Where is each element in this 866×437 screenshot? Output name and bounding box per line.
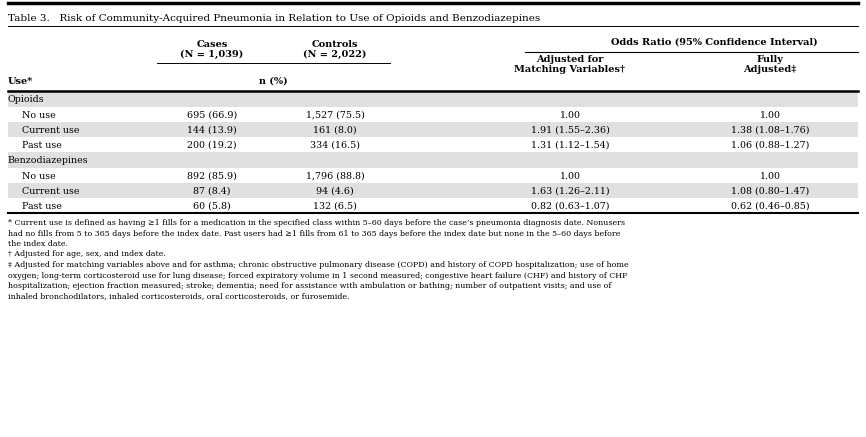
Text: Past use: Past use — [22, 141, 61, 150]
Text: inhaled bronchodilators, inhaled corticosteroids, oral corticosteroids, or furos: inhaled bronchodilators, inhaled cortico… — [8, 292, 350, 301]
Text: 695 (66.9): 695 (66.9) — [187, 111, 237, 120]
Text: hospitalization; ejection fraction measured; stroke; dementia; need for assistan: hospitalization; ejection fraction measu… — [8, 282, 611, 290]
Text: Current use: Current use — [22, 126, 80, 135]
Text: 1.63 (1.26–2.11): 1.63 (1.26–2.11) — [531, 187, 610, 196]
Text: No use: No use — [22, 172, 55, 181]
Text: 1.06 (0.88–1.27): 1.06 (0.88–1.27) — [731, 141, 809, 150]
Text: 132 (6.5): 132 (6.5) — [313, 202, 357, 211]
Text: Benzodiazepines: Benzodiazepines — [8, 156, 88, 165]
Text: 0.82 (0.63–1.07): 0.82 (0.63–1.07) — [531, 202, 610, 211]
Text: 94 (4.6): 94 (4.6) — [316, 187, 354, 196]
Text: 1.31 (1.12–1.54): 1.31 (1.12–1.54) — [531, 141, 610, 150]
Text: 1.91 (1.55–2.36): 1.91 (1.55–2.36) — [531, 126, 610, 135]
Text: 1.00: 1.00 — [759, 111, 780, 120]
Text: Odds Ratio (95% Confidence Interval): Odds Ratio (95% Confidence Interval) — [611, 38, 818, 47]
Text: Past use: Past use — [22, 202, 61, 211]
Text: Current use: Current use — [22, 187, 80, 196]
Text: 1.38 (1.08–1.76): 1.38 (1.08–1.76) — [731, 126, 809, 135]
Bar — [8, 91, 858, 107]
Text: ‡ Adjusted for matching variables above and for asthma; chronic obstructive pulm: ‡ Adjusted for matching variables above … — [8, 261, 629, 269]
Text: n (%): n (%) — [259, 77, 288, 86]
Text: 0.62 (0.46–0.85): 0.62 (0.46–0.85) — [731, 202, 810, 211]
Text: 1,796 (88.8): 1,796 (88.8) — [306, 172, 365, 181]
Text: 1,527 (75.5): 1,527 (75.5) — [306, 111, 365, 120]
Text: Fully: Fully — [757, 55, 784, 64]
Text: 334 (16.5): 334 (16.5) — [310, 141, 360, 150]
Text: 1.00: 1.00 — [559, 111, 580, 120]
Text: (N = 2,022): (N = 2,022) — [303, 50, 366, 59]
Text: oxygen; long-term corticosteroid use for lung disease; forced expiratory volume : oxygen; long-term corticosteroid use for… — [8, 271, 628, 280]
Text: † Adjusted for age, sex, and index date.: † Adjusted for age, sex, and index date. — [8, 250, 166, 259]
Text: 1.00: 1.00 — [759, 172, 780, 181]
Text: Matching Variables†: Matching Variables† — [514, 65, 625, 74]
Text: Table 3.   Risk of Community-Acquired Pneumonia in Relation to Use of Opioids an: Table 3. Risk of Community-Acquired Pneu… — [8, 14, 540, 23]
Text: 161 (8.0): 161 (8.0) — [313, 126, 357, 135]
Text: had no fills from 5 to 365 days before the index date. Past users had ≥1 fills f: had no fills from 5 to 365 days before t… — [8, 229, 620, 237]
Bar — [8, 122, 858, 137]
Text: * Current use is defined as having ≥1 fills for a medication in the specified cl: * Current use is defined as having ≥1 fi… — [8, 219, 625, 227]
Text: Adjusted for: Adjusted for — [536, 55, 604, 64]
Text: 87 (8.4): 87 (8.4) — [193, 187, 230, 196]
Text: Controls: Controls — [312, 40, 359, 49]
Text: the index date.: the index date. — [8, 240, 68, 248]
Text: Opioids: Opioids — [8, 95, 45, 104]
Text: 60 (5.8): 60 (5.8) — [193, 202, 231, 211]
Text: No use: No use — [22, 111, 55, 120]
Text: 1.08 (0.80–1.47): 1.08 (0.80–1.47) — [731, 187, 809, 196]
Text: (N = 1,039): (N = 1,039) — [180, 50, 243, 59]
Text: 144 (13.9): 144 (13.9) — [187, 126, 237, 135]
Text: 892 (85.9): 892 (85.9) — [187, 172, 237, 181]
Bar — [8, 152, 858, 168]
Text: 200 (19.2): 200 (19.2) — [187, 141, 236, 150]
Text: 1.00: 1.00 — [559, 172, 580, 181]
Text: Use*: Use* — [8, 77, 33, 86]
Text: Adjusted‡: Adjusted‡ — [743, 65, 797, 74]
Text: Cases: Cases — [197, 40, 228, 49]
Bar — [8, 183, 858, 198]
